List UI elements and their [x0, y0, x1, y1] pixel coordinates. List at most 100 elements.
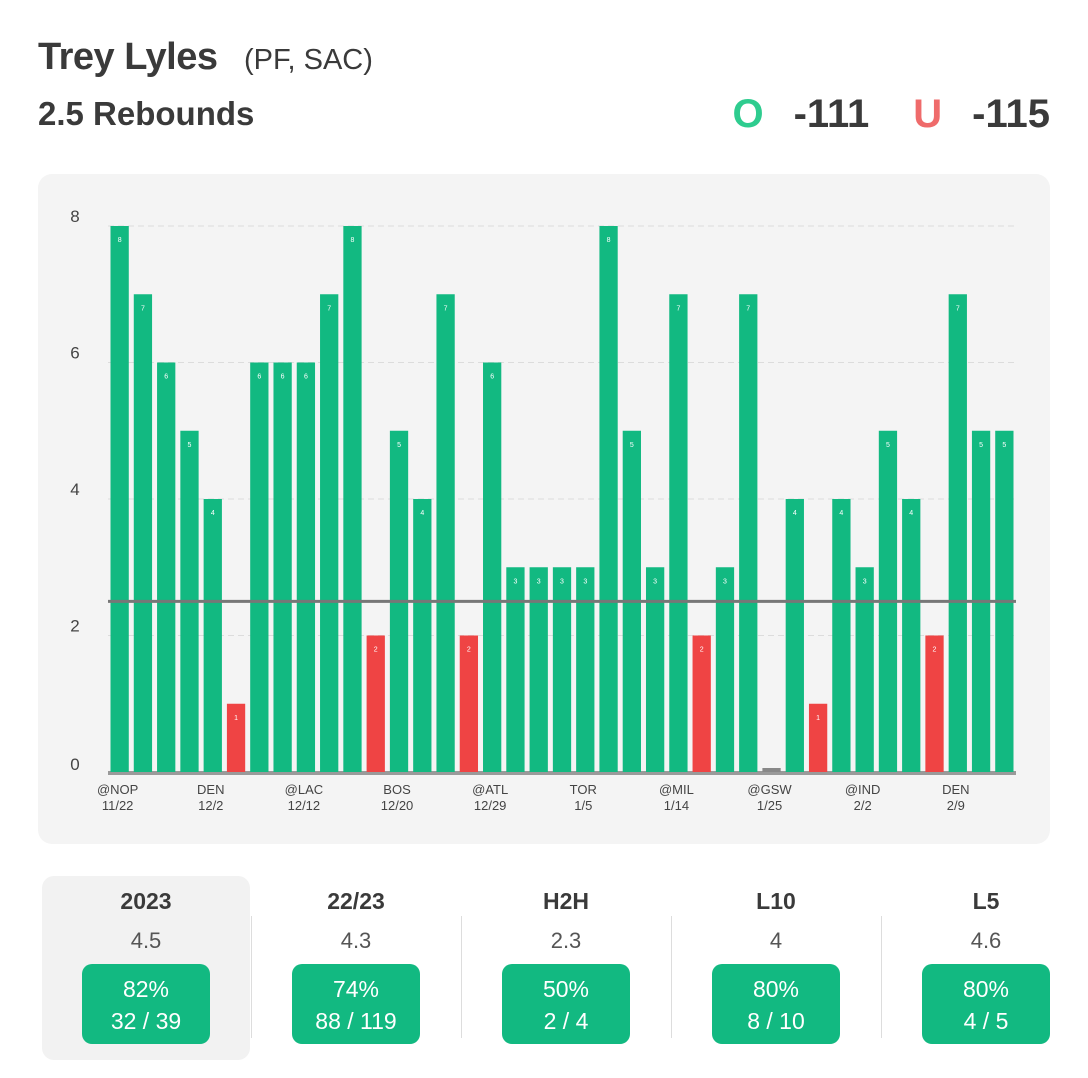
- bar: [669, 294, 688, 772]
- bar: [483, 362, 502, 772]
- x-tick-date: 1/5: [574, 798, 592, 813]
- bar-data-label: 3: [863, 578, 867, 585]
- x-tick-date: 12/12: [288, 798, 321, 813]
- bar: [692, 635, 711, 772]
- stat-col-2023[interactable]: 2023 4.5 82% 32 / 39: [42, 876, 250, 1060]
- x-tick-opponent: @IND: [845, 782, 881, 797]
- stat-label: L5: [972, 888, 1000, 914]
- stats-row: 2023 4.5 82% 32 / 39 22/23 4.3 74% 88 / 119 H2H 2…: [42, 876, 1052, 1060]
- stat-hit-record: 2 / 4: [543, 1008, 589, 1034]
- player-meta: (PF, SAC): [244, 44, 373, 76]
- odds-block: O -111 U -115: [732, 92, 1050, 137]
- stat-average: 4.3: [340, 928, 372, 953]
- bar: [925, 635, 944, 772]
- bar: [459, 635, 479, 772]
- stat-hit-percent: 74%: [332, 976, 380, 1002]
- stat-hit-percent: 80%: [962, 976, 1010, 1002]
- bar-data-label: 2: [933, 647, 937, 654]
- x-tick-opponent: @MIL: [659, 782, 694, 797]
- bar: [902, 499, 921, 772]
- bar: [808, 703, 828, 772]
- stat-col-l10[interactable]: L10 4 80% 8 / 10: [672, 876, 880, 1060]
- stat-col-22-23[interactable]: 22/23 4.3 74% 88 / 119: [252, 876, 460, 1060]
- stat-hit-record: 88 / 119: [315, 1008, 397, 1034]
- bar-data-label: 6: [304, 374, 308, 381]
- bar-data-label: 1: [234, 715, 238, 722]
- bar-data-label: 4: [211, 510, 215, 517]
- stat-hit-record: 8 / 10: [747, 1008, 805, 1034]
- x-tick-opponent: @NOP: [97, 782, 138, 797]
- bar-data-label: 5: [188, 442, 192, 449]
- bar: [576, 567, 595, 772]
- stat-col-h2h[interactable]: H2H 2.3 50% 2 / 4: [462, 876, 670, 1060]
- y-tick-label: 6: [70, 344, 79, 363]
- stat-average: 4: [769, 928, 783, 953]
- bar: [250, 362, 269, 772]
- stat-hit-record: 4 / 5: [963, 1008, 1009, 1034]
- bar: [320, 294, 339, 772]
- x-tick-opponent: @GSW: [747, 782, 792, 797]
- stat-hit-percent: 80%: [752, 976, 800, 1002]
- bar-data-label: 6: [257, 374, 261, 381]
- bar-data-label: 7: [676, 305, 680, 312]
- stat-label: 2023: [120, 888, 172, 914]
- bar: [855, 567, 874, 772]
- bar: [157, 362, 176, 772]
- y-tick-label: 0: [70, 755, 79, 774]
- bar: [506, 567, 525, 772]
- bar-data-label: 5: [630, 442, 634, 449]
- x-tick-date: 12/20: [381, 798, 414, 813]
- bar-data-label: 7: [444, 305, 448, 312]
- stat-divider: [461, 916, 462, 1038]
- bar-data-label: 7: [956, 305, 960, 312]
- bar-data-label: 7: [141, 305, 145, 312]
- bar: [413, 499, 432, 772]
- bar-data-label: 6: [281, 374, 285, 381]
- stat-hit-percent: 82%: [122, 976, 170, 1002]
- bar: [110, 226, 129, 772]
- bar-data-label: 4: [909, 510, 913, 517]
- x-tick-date: 2/9: [947, 798, 965, 813]
- x-tick-date: 12/2: [198, 798, 223, 813]
- x-tick-opponent: BOS: [383, 782, 411, 797]
- bar-data-label: 8: [351, 237, 355, 244]
- stat-average: 4.5: [130, 928, 162, 953]
- x-tick-date: 11/22: [102, 798, 134, 813]
- stat-col-l5[interactable]: L5 4.6 80% 4 / 5: [882, 876, 1088, 1060]
- bar-data-label: 1: [816, 715, 820, 722]
- bar-data-label: 2: [374, 647, 378, 654]
- bar-data-label: 3: [583, 578, 587, 585]
- bar: [226, 703, 246, 772]
- y-tick-label: 8: [70, 207, 79, 226]
- bar-data-label: 8: [607, 237, 611, 244]
- bar: [203, 499, 222, 772]
- x-tick-date: 1/25: [757, 798, 782, 813]
- stat-label: 22/23: [327, 888, 385, 914]
- bar: [133, 294, 153, 772]
- bar: [645, 567, 665, 772]
- stat-average: 2.3: [550, 928, 582, 953]
- y-tick-label: 2: [70, 617, 79, 636]
- over-odds: -111: [793, 92, 870, 136]
- bar-data-label: 5: [979, 442, 983, 449]
- bar-data-label: 2: [700, 647, 704, 654]
- bar: [529, 567, 548, 772]
- bar: [599, 226, 618, 772]
- bar: [273, 362, 292, 772]
- x-tick-date: 2/2: [854, 798, 872, 813]
- stat-hit-rate-badge: 80% 8 / 10: [712, 964, 840, 1044]
- bar: [948, 294, 967, 772]
- stat-hit-rate-badge: 74% 88 / 119: [292, 964, 420, 1044]
- rebounds-bar-chart: 0 2 4 6 8 8 7 6 5 4 1 6 6 6 7 8 2 5 4 7 2 6 3 3 3 3 8 5 3 7 2 3 7 4 1 4 3 5 4 2…: [70, 207, 1016, 813]
- bar: [715, 567, 735, 772]
- y-tick-label: 4: [70, 480, 79, 499]
- bar-data-label: 3: [653, 578, 657, 585]
- bar-data-label: 4: [420, 510, 424, 517]
- bar: [552, 567, 572, 772]
- stat-label: H2H: [542, 888, 589, 914]
- bar-data-label: 4: [793, 510, 797, 517]
- bar: [832, 499, 851, 772]
- bar: [366, 635, 385, 772]
- bar-data-label: 4: [839, 510, 843, 517]
- bar: [739, 294, 758, 772]
